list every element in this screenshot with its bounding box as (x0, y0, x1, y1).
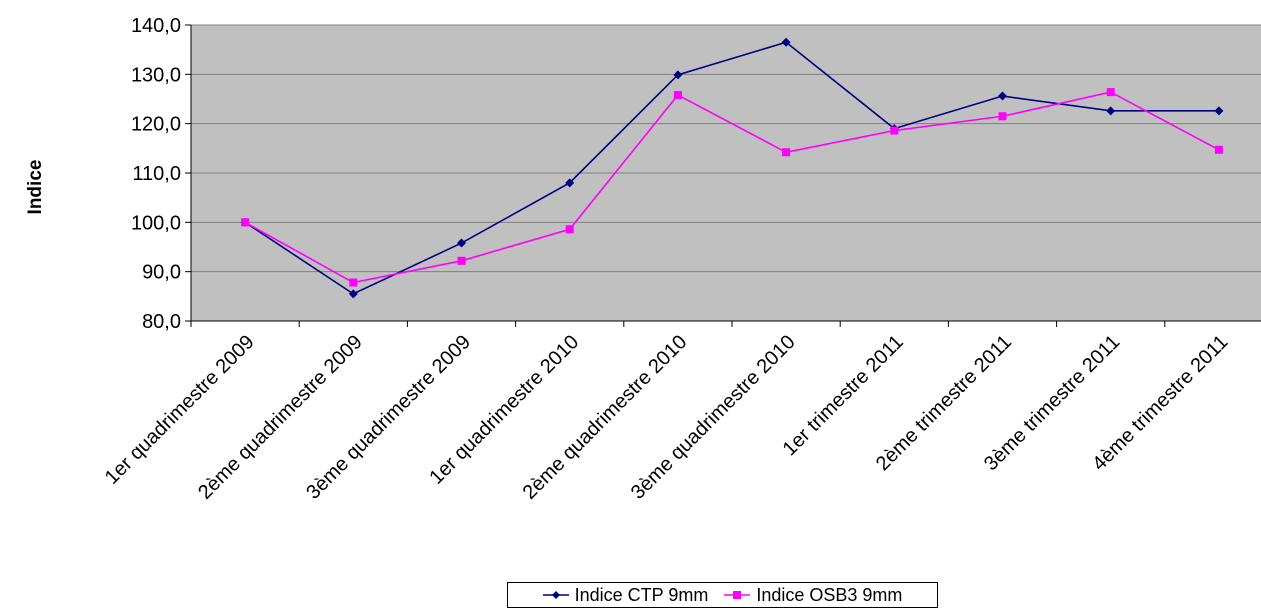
legend-label-ctp: Indice CTP 9mm (574, 584, 709, 605)
y-tick-label: 140,0 (131, 15, 181, 37)
y-axis-title: Indice (25, 160, 46, 215)
legend-entry-osb3: Indice OSB3 9mm (724, 585, 902, 606)
legend: Indice CTP 9mm Indice OSB3 9mm (507, 582, 938, 608)
data-point-ctp (1214, 106, 1224, 116)
data-point-osb3 (673, 91, 682, 100)
series-layer (240, 37, 1224, 299)
legend-label-osb3: Indice OSB3 9mm (756, 584, 903, 605)
data-point-osb3 (349, 278, 358, 287)
gridlines (191, 73, 1261, 273)
data-point-ctp (348, 289, 358, 299)
data-point-osb3 (457, 256, 466, 265)
data-point-ctp (673, 70, 683, 80)
legend-entry-ctp: Indice CTP 9mm (542, 584, 709, 606)
data-point-osb3 (890, 126, 899, 135)
diamond-marker-icon (542, 591, 569, 599)
y-tick-label: 100,0 (131, 212, 181, 234)
line-chart: 80,0 90,0 100,0 110,0 120,0 130,0 140,0 1er qu… (25, 15, 1261, 504)
series-line-1 (244, 91, 1220, 284)
data-point-ctp (457, 238, 466, 248)
y-tick-label: 90,0 (142, 262, 181, 284)
data-point-osb3 (1106, 88, 1115, 97)
data-point-osb3 (1214, 145, 1223, 154)
data-point-ctp (998, 91, 1007, 101)
data-point-osb3 (782, 148, 791, 157)
data-point-ctp (781, 37, 791, 47)
y-tick-label: 120,0 (131, 114, 181, 136)
data-point-ctp (1106, 106, 1116, 116)
data-point-osb3 (998, 112, 1007, 121)
data-point-osb3 (565, 225, 574, 234)
x-tick-label: 1er trimestre 2011 (779, 331, 908, 460)
y-tick-label: 80,0 (142, 311, 181, 333)
data-point-osb3 (241, 218, 250, 227)
square-marker-icon (724, 591, 751, 599)
y-axis: 80,0 90,0 100,0 110,0 120,0 130,0 140,0 (131, 15, 192, 333)
y-tick-label: 130,0 (131, 64, 181, 86)
y-tick-label: 110,0 (132, 163, 181, 185)
data-point-ctp (565, 178, 575, 188)
